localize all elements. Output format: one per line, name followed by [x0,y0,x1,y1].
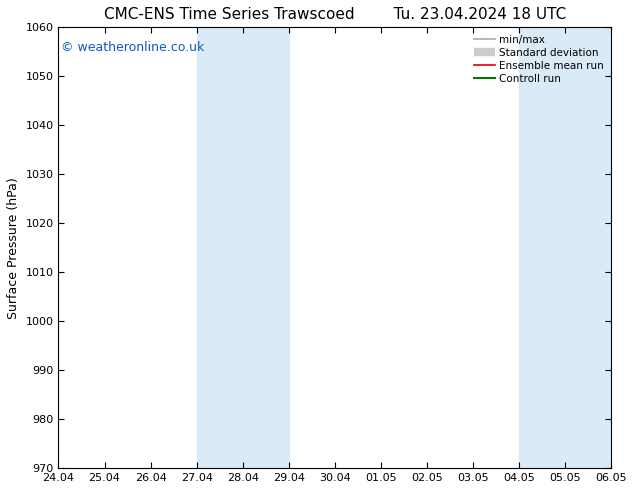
Y-axis label: Surface Pressure (hPa): Surface Pressure (hPa) [7,177,20,318]
Bar [519,27,565,468]
Bar [243,27,289,468]
Text: © weatheronline.co.uk: © weatheronline.co.uk [61,41,205,53]
Bar [197,27,243,468]
Title: CMC-ENS Time Series Trawscoed        Tu. 23.04.2024 18 UTC: CMC-ENS Time Series Trawscoed Tu. 23.04.… [104,7,566,22]
Bar [565,27,611,468]
Legend: min/max, Standard deviation, Ensemble mean run, Controll run: min/max, Standard deviation, Ensemble me… [470,30,608,88]
